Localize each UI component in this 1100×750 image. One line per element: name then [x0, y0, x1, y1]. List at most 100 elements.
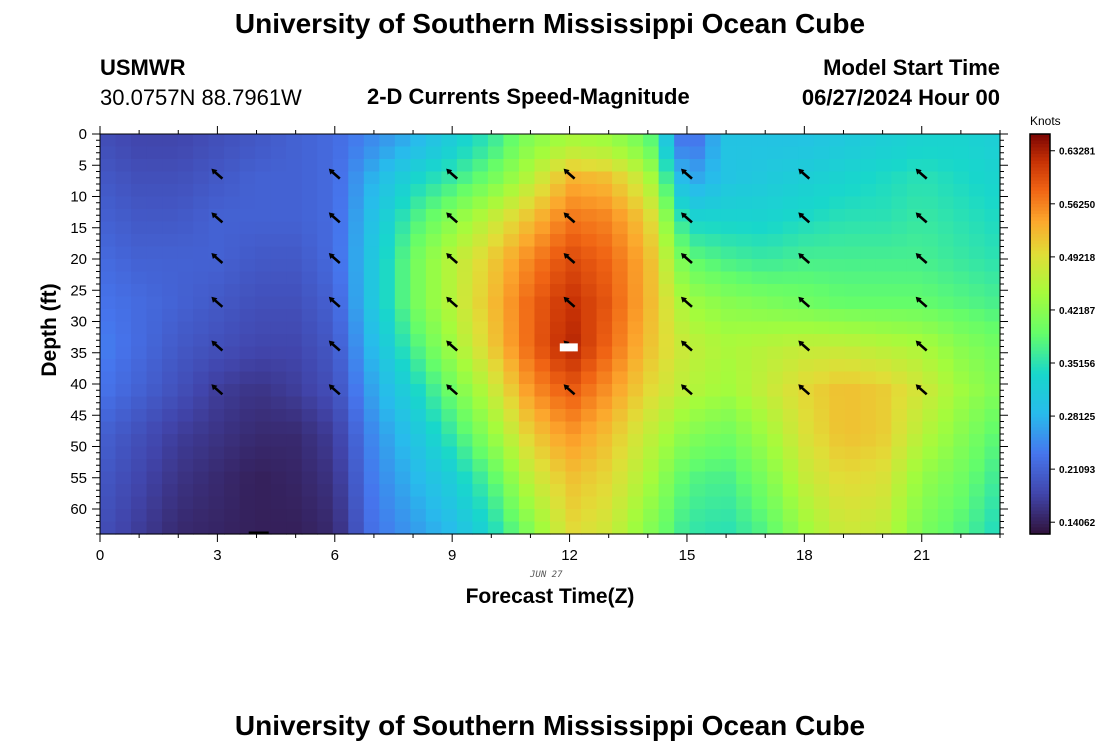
- heatmap-cell: [193, 209, 210, 223]
- heatmap-cell: [813, 234, 830, 248]
- heatmap-cell: [798, 496, 815, 510]
- heatmap-cell: [984, 446, 1001, 460]
- colorbar-tick-label: 0.28125: [1059, 412, 1096, 423]
- heatmap-cell: [255, 521, 272, 535]
- colorbar-segment: [1030, 230, 1050, 235]
- heatmap-cell: [379, 509, 396, 523]
- heatmap-cell: [425, 421, 442, 435]
- heatmap-cell: [767, 159, 784, 173]
- heatmap-cell: [317, 346, 334, 360]
- heatmap-cell: [891, 296, 908, 310]
- heatmap-cell: [968, 371, 986, 385]
- x-tick-label: 12: [561, 547, 578, 564]
- heatmap-cell: [146, 384, 163, 398]
- heatmap-cell: [736, 234, 753, 248]
- heatmap-cell: [208, 509, 225, 523]
- heatmap-cell: [534, 271, 551, 285]
- heatmap-cell: [984, 159, 1001, 173]
- heatmap-cell: [612, 421, 629, 435]
- heatmap-cell: [115, 196, 132, 210]
- heatmap-cell: [131, 334, 148, 348]
- heatmap-cell: [379, 521, 396, 535]
- heatmap-cell: [146, 346, 163, 360]
- heatmap-cell: [410, 346, 427, 360]
- heatmap-cell: [844, 321, 861, 335]
- heatmap-cell: [286, 321, 303, 335]
- heatmap-cell: [798, 321, 815, 335]
- heatmap-cell: [596, 271, 613, 285]
- heatmap-cell: [487, 196, 505, 210]
- heatmap-cell: [829, 359, 846, 373]
- heatmap-cell: [565, 146, 582, 160]
- colorbar-tick-label: 0.42187: [1059, 306, 1096, 317]
- heatmap-cell: [518, 484, 536, 498]
- heatmap-cell: [581, 209, 598, 223]
- heatmap-cell: [627, 321, 644, 335]
- heatmap-cell: [813, 284, 830, 298]
- heatmap-cell: [255, 509, 272, 523]
- heatmap-cell: [162, 521, 179, 535]
- heatmap-cell: [348, 409, 365, 423]
- heatmap-cell: [441, 321, 458, 335]
- heatmap-cell: [146, 159, 163, 173]
- heatmap-cell: [968, 271, 986, 285]
- heatmap-cell: [363, 496, 380, 510]
- colorbar-segment: [1030, 157, 1050, 162]
- heatmap-cell: [736, 359, 753, 373]
- heatmap-cell: [348, 384, 365, 398]
- colorbar-tick-label: 0.21093: [1059, 465, 1096, 476]
- heatmap-cell: [736, 259, 753, 273]
- heatmap-cell: [379, 334, 396, 348]
- current-vector-arrow: [328, 296, 341, 308]
- heatmap-cell: [705, 371, 722, 385]
- heatmap-cell: [146, 334, 163, 348]
- heatmap-cell: [581, 446, 598, 460]
- heatmap-cell: [813, 146, 830, 160]
- heatmap-cell: [332, 196, 349, 210]
- heatmap-cell: [472, 471, 489, 485]
- current-vector-arrow: [328, 384, 341, 396]
- heatmap-cell: [860, 246, 877, 260]
- heatmap-cell: [425, 171, 442, 185]
- heatmap-cell: [472, 396, 489, 410]
- heatmap-cell: [658, 459, 675, 473]
- heatmap-cell: [782, 484, 799, 498]
- heatmap-cell: [363, 446, 380, 460]
- heatmap-cell: [162, 246, 179, 260]
- heatmap-cell: [689, 359, 706, 373]
- heatmap-cell: [860, 271, 877, 285]
- heatmap-cell: [162, 284, 179, 298]
- heatmap-cell: [829, 259, 846, 273]
- heatmap-cell: [720, 409, 737, 423]
- heatmap-cell: [860, 184, 877, 198]
- heatmap-cell: [565, 321, 582, 335]
- current-vector-arrow: [681, 340, 693, 352]
- heatmap-cell: [441, 459, 458, 473]
- heatmap-cell: [487, 409, 505, 423]
- heatmap-cell: [456, 284, 474, 298]
- heatmap-cell: [146, 134, 163, 148]
- heatmap-cell: [193, 421, 210, 435]
- heatmap-cell: [487, 296, 505, 310]
- heatmap-cell: [503, 284, 520, 298]
- heatmap-cell: [627, 396, 644, 410]
- heatmap-cell: [441, 334, 458, 348]
- heatmap-cell: [643, 209, 660, 223]
- heatmap-cell: [472, 409, 489, 423]
- heatmap-cell: [410, 421, 427, 435]
- heatmap-cell: [518, 334, 536, 348]
- model-start-value: 06/27/2024 Hour 00: [801, 85, 1000, 110]
- colorbar-segment: [1030, 234, 1050, 238]
- heatmap-cell: [689, 459, 706, 473]
- heatmap-cell: [534, 284, 551, 298]
- heatmap-cell: [844, 521, 861, 535]
- colorbar-segment: [1030, 440, 1050, 445]
- heatmap-cell: [146, 221, 163, 235]
- heatmap-cell: [643, 234, 660, 248]
- heatmap-cell: [224, 484, 241, 498]
- heatmap-cell: [627, 446, 644, 460]
- heatmap-cell: [844, 196, 861, 210]
- heatmap-cell: [425, 284, 442, 298]
- heatmap-cell: [425, 396, 442, 410]
- heatmap-cell: [317, 134, 334, 148]
